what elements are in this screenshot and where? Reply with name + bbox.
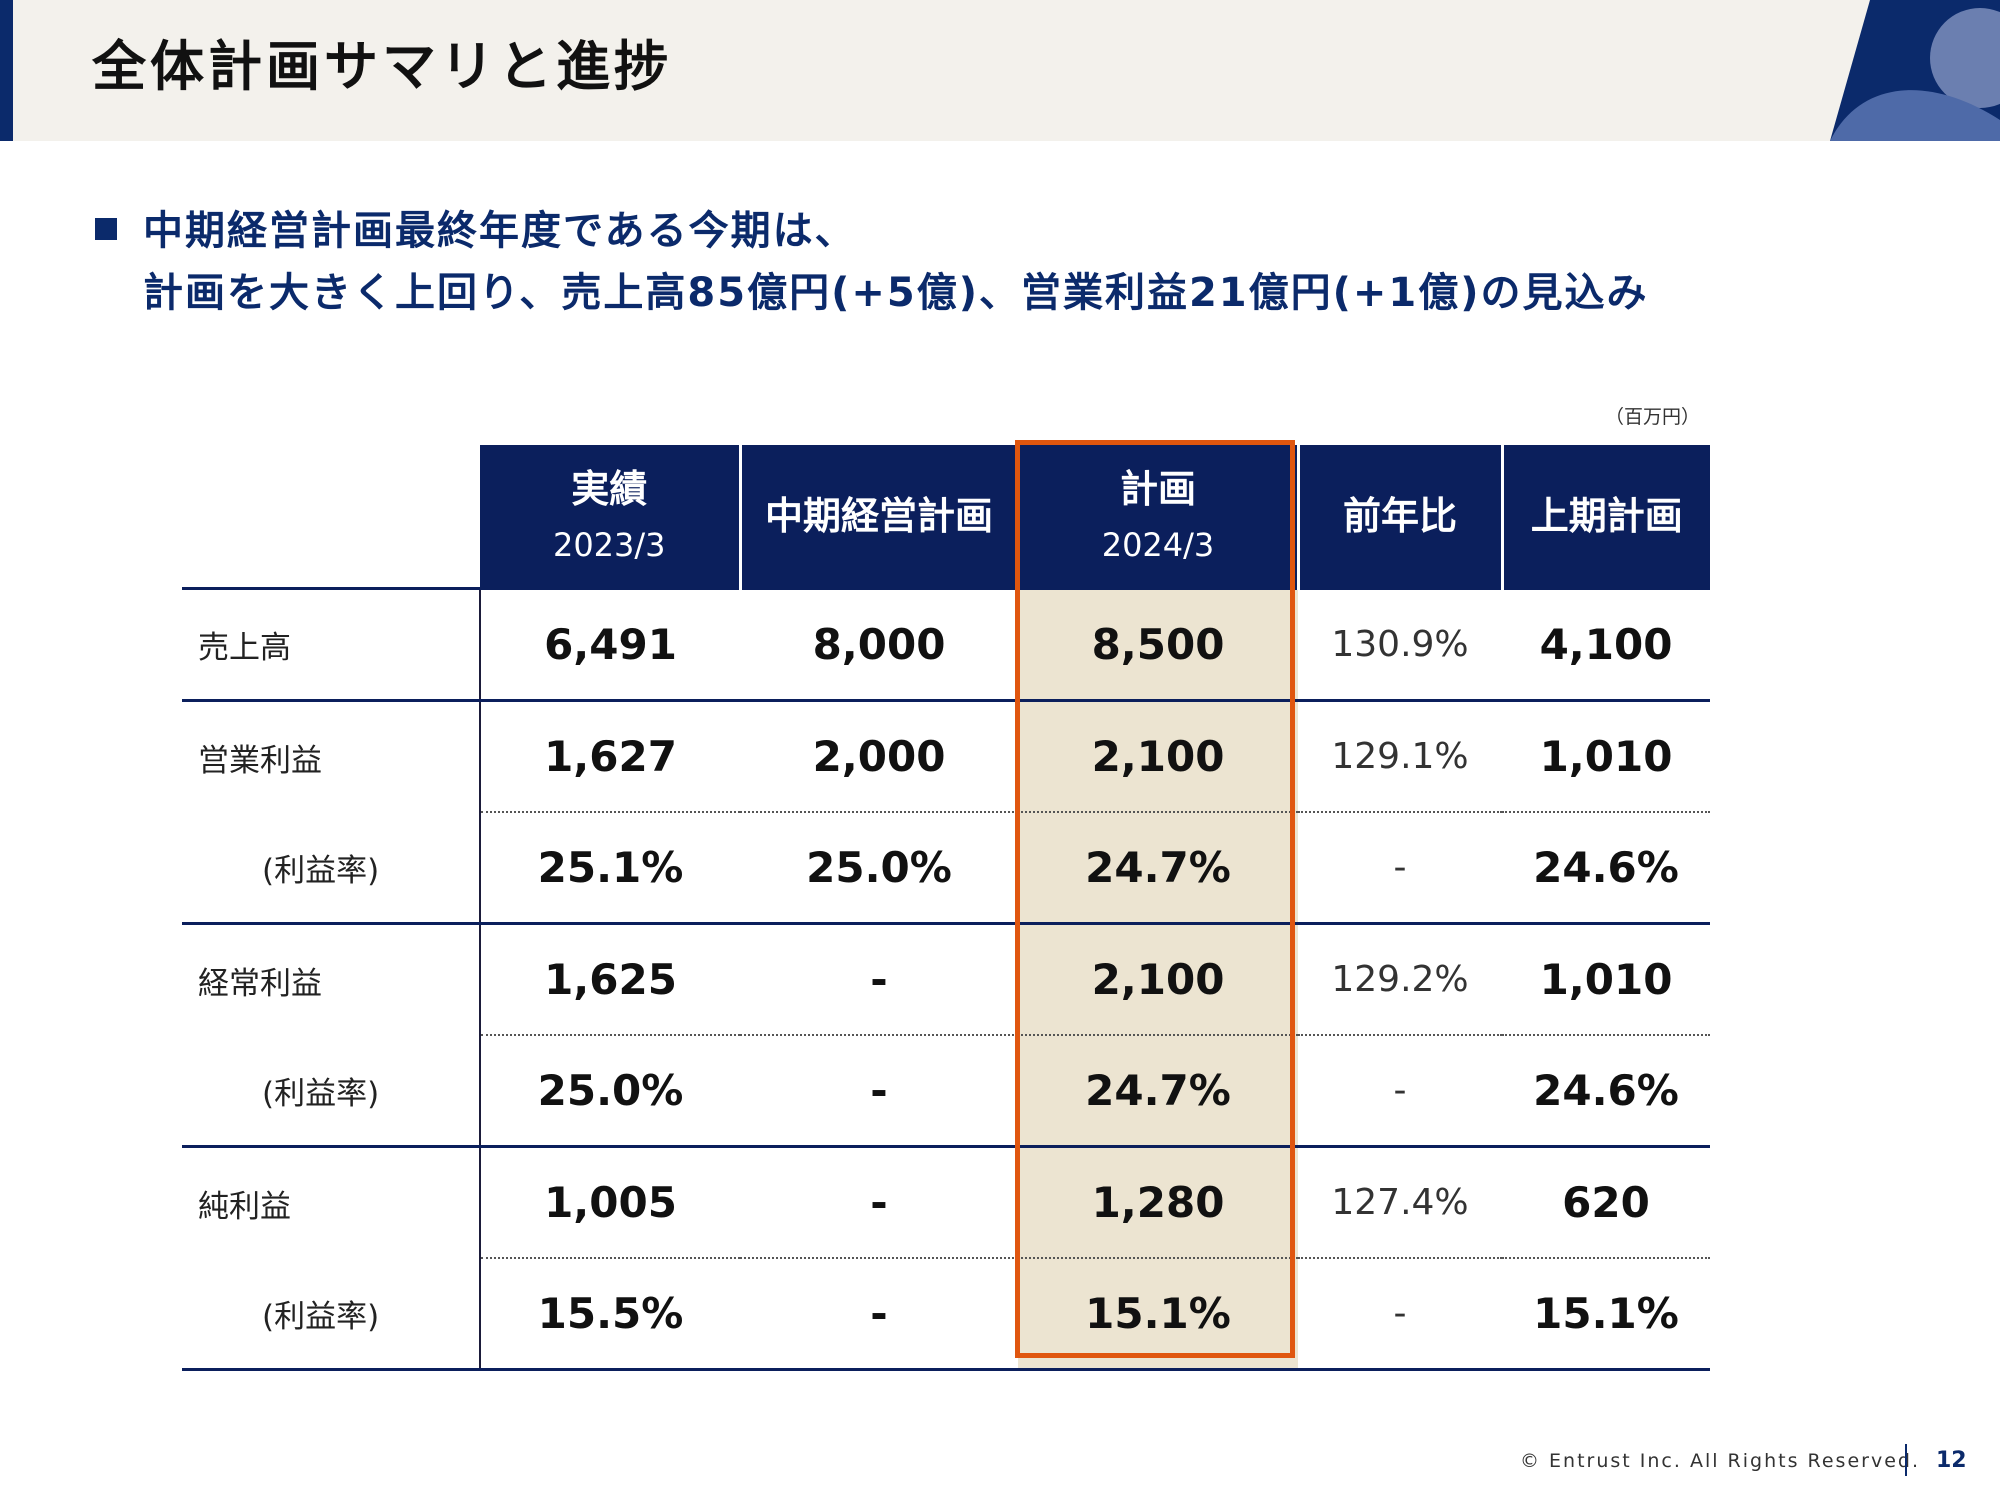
cell-yoy: -	[1298, 1257, 1502, 1371]
cell-yoy: -	[1298, 811, 1502, 924]
cell-actual: 1,627	[479, 699, 740, 812]
cell-yoy: 129.2%	[1298, 922, 1502, 1035]
cell-midterm: 25.0%	[740, 811, 1018, 924]
table-row: (利益率) 25.0% - 24.7% - 24.6%	[182, 1034, 1710, 1147]
cell-first-half: 24.6%	[1502, 811, 1710, 924]
headline-line-2: 計画を大きく上回り、売上高85億円(+5億)、営業利益21億円(+1億)の見込み	[143, 270, 1649, 316]
header-actual: 実績 2023/3	[480, 445, 740, 589]
cell-plan: 1,280	[1018, 1145, 1298, 1258]
page-title: 全体計画サマリと進捗	[92, 35, 672, 98]
cell-first-half: 4,100	[1502, 587, 1710, 701]
cell-first-half: 620	[1502, 1145, 1710, 1258]
cell-actual: 25.1%	[479, 811, 740, 924]
row-label: 売上高	[182, 587, 480, 701]
page-number: 12	[1936, 1448, 1967, 1473]
cell-first-half: 1,010	[1502, 699, 1710, 812]
cell-actual: 25.0%	[479, 1034, 740, 1147]
cell-first-half: 15.1%	[1502, 1257, 1710, 1371]
table-row: 純利益 1,005 - 1,280 127.4% 620	[182, 1145, 1710, 1258]
cell-midterm: -	[740, 1257, 1018, 1371]
header-blank-cell	[182, 445, 480, 589]
bullet-square-icon	[95, 218, 117, 240]
row-label: 経常利益	[182, 922, 480, 1035]
cell-midterm: 2,000	[740, 699, 1018, 812]
unit-label: （百万円）	[1605, 406, 1701, 428]
cell-midterm: -	[740, 1034, 1018, 1147]
row-label: (利益率)	[182, 1258, 480, 1371]
table-row: (利益率) 25.1% 25.0% 24.7% - 24.6%	[182, 811, 1710, 924]
row-label: 営業利益	[182, 699, 480, 812]
cell-plan: 15.1%	[1018, 1257, 1298, 1371]
header-first-half-plan: 上期計画	[1500, 445, 1710, 589]
row-label: (利益率)	[182, 1035, 480, 1147]
kpi-table: 実績 2023/3 中期経営計画 計画 2024/3 前年比 上期計画 売上高 6,…	[182, 445, 1710, 1371]
table-row: (利益率) 15.5% - 15.1% - 15.1%	[182, 1257, 1710, 1371]
cell-first-half: 1,010	[1502, 922, 1710, 1035]
cell-yoy: -	[1298, 1034, 1502, 1147]
corner-logo-graphic	[1830, 0, 2000, 141]
headline: 中期経営計画最終年度である今期は、 計画を大きく上回り、売上高85億円(+5億)…	[95, 200, 1649, 324]
cell-midterm: 8,000	[740, 587, 1018, 701]
cell-plan: 2,100	[1018, 922, 1298, 1035]
table-row: 営業利益 1,627 2,000 2,100 129.1% 1,010	[182, 699, 1710, 812]
cell-yoy: 127.4%	[1298, 1145, 1502, 1258]
cell-plan: 24.7%	[1018, 1034, 1298, 1147]
header-accent-bar	[0, 0, 13, 141]
header-plan: 計画 2024/3	[1016, 445, 1298, 589]
cell-plan: 2,100	[1018, 699, 1298, 812]
row-label: 純利益	[182, 1145, 480, 1258]
cell-actual: 15.5%	[479, 1257, 740, 1371]
headline-line-1: 中期経営計画最終年度である今期は、	[95, 200, 1649, 262]
footer-divider	[1905, 1444, 1907, 1476]
cell-plan: 24.7%	[1018, 811, 1298, 924]
cell-plan: 8,500	[1018, 587, 1298, 701]
cell-actual: 6,491	[479, 587, 740, 701]
cell-actual: 1,625	[479, 922, 740, 1035]
table-header-row: 実績 2023/3 中期経営計画 計画 2024/3 前年比 上期計画	[182, 445, 1710, 589]
footer-copyright: © Entrust Inc. All Rights Reserved.	[1520, 1450, 1920, 1472]
cell-first-half: 24.6%	[1502, 1034, 1710, 1147]
cell-midterm: -	[740, 1145, 1018, 1258]
cell-yoy: 130.9%	[1298, 587, 1502, 701]
cell-yoy: 129.1%	[1298, 699, 1502, 812]
header-midterm-plan: 中期経営計画	[738, 445, 1018, 589]
header-band	[0, 0, 2000, 141]
table-row: 売上高 6,491 8,000 8,500 130.9% 4,100	[182, 587, 1710, 701]
cell-midterm: -	[740, 922, 1018, 1035]
cell-actual: 1,005	[479, 1145, 740, 1258]
row-label: (利益率)	[182, 812, 480, 924]
header-yoy: 前年比	[1296, 445, 1502, 589]
table-row: 経常利益 1,625 - 2,100 129.2% 1,010	[182, 922, 1710, 1035]
